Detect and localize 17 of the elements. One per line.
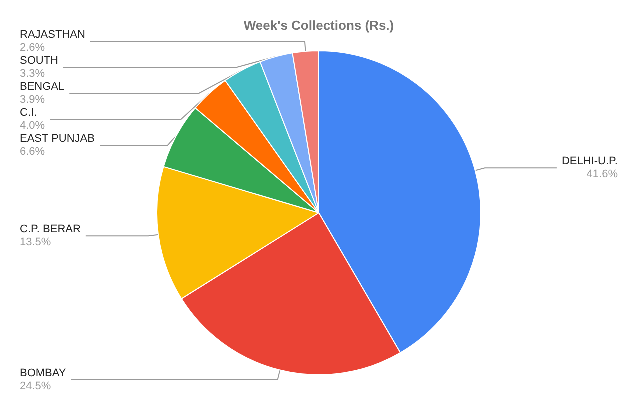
data-label: 4.0% bbox=[20, 120, 46, 132]
data-label: 24.5% bbox=[20, 380, 52, 392]
chart-title: Week's Collections (Rs.) bbox=[244, 18, 394, 33]
slice-label: EAST PUNJAB bbox=[20, 133, 95, 146]
slice-label: BOMBAY bbox=[20, 367, 67, 380]
slice-label: RAJASTHAN bbox=[20, 29, 86, 42]
slice-label: SOUTH bbox=[20, 55, 59, 68]
slice-label: C.I. bbox=[20, 107, 38, 120]
slice-label: C.P. BERAR bbox=[20, 224, 81, 236]
data-label: 41.6% bbox=[586, 168, 618, 181]
data-label: 6.6% bbox=[20, 146, 46, 158]
slice-label: DELHI-U.P. bbox=[562, 156, 618, 168]
slice-label: BENGAL bbox=[20, 81, 65, 94]
data-label: 13.5% bbox=[20, 236, 52, 249]
data-label: 3.3% bbox=[20, 68, 46, 80]
data-label: 2.6% bbox=[20, 42, 46, 54]
data-label: 3.9% bbox=[20, 94, 46, 106]
